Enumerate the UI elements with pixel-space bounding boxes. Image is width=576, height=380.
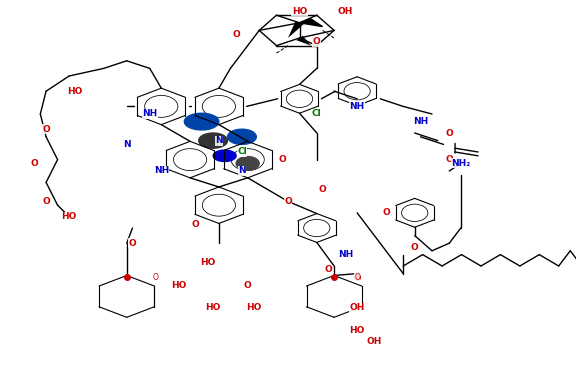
Text: NH: NH: [154, 166, 169, 176]
Text: O: O: [313, 37, 321, 46]
Text: NH₂: NH₂: [451, 159, 471, 168]
Text: O: O: [42, 197, 50, 206]
Polygon shape: [213, 150, 236, 161]
Text: Cl: Cl: [237, 147, 247, 157]
Text: O: O: [192, 220, 200, 229]
Text: N: N: [123, 140, 131, 149]
Text: O: O: [232, 30, 240, 39]
Text: HO: HO: [200, 258, 215, 267]
Text: OH: OH: [350, 303, 365, 312]
Polygon shape: [228, 129, 256, 144]
Text: O: O: [31, 159, 39, 168]
Text: O: O: [128, 239, 137, 248]
Text: NH: NH: [413, 117, 428, 126]
Text: HO: HO: [67, 87, 82, 96]
Polygon shape: [199, 133, 228, 148]
Text: O: O: [382, 208, 390, 217]
Text: HO: HO: [350, 326, 365, 335]
Text: O: O: [42, 125, 50, 134]
Polygon shape: [184, 113, 219, 130]
Text: O: O: [411, 242, 419, 252]
Text: NH: NH: [142, 109, 157, 119]
Text: HO: HO: [171, 280, 186, 290]
Polygon shape: [236, 157, 259, 170]
Text: O: O: [153, 273, 158, 282]
Text: O: O: [244, 280, 252, 290]
Text: O: O: [445, 128, 453, 138]
Text: HO: HO: [292, 7, 307, 16]
Text: HO: HO: [206, 303, 221, 312]
Text: O: O: [284, 197, 292, 206]
Text: OH: OH: [367, 337, 382, 347]
Text: HO: HO: [62, 212, 77, 221]
Text: NH: NH: [350, 102, 365, 111]
Text: O: O: [354, 273, 360, 282]
Polygon shape: [296, 36, 311, 46]
Polygon shape: [288, 21, 304, 38]
Text: O: O: [324, 265, 332, 274]
Polygon shape: [300, 19, 323, 27]
Text: N: N: [238, 166, 246, 176]
Text: NH: NH: [338, 250, 353, 259]
Text: OH: OH: [338, 7, 353, 16]
Text: O: O: [278, 155, 286, 164]
Text: Cl: Cl: [312, 109, 321, 119]
Text: O: O: [319, 185, 327, 195]
Text: N: N: [215, 136, 223, 145]
Text: HO: HO: [246, 303, 261, 312]
Text: O: O: [445, 155, 453, 164]
